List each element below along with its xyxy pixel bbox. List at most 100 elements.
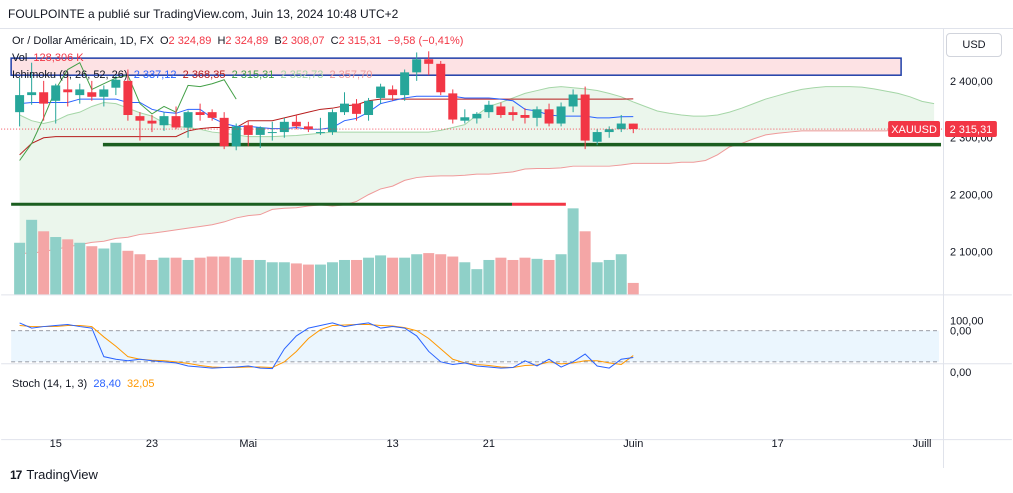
legend-stochastic[interactable]: Stoch (14, 1, 3) 28,40 32,05	[12, 378, 155, 390]
candle-body	[255, 127, 265, 135]
legend-senkou-b-value: 2 357,70	[329, 69, 373, 81]
candle-body	[460, 117, 470, 121]
volume-bar	[170, 257, 182, 295]
candle-body	[291, 121, 301, 127]
volume-bar	[302, 264, 314, 295]
candle-body	[75, 89, 85, 96]
legend-ichimoku[interactable]: Ichimoku (9, 26, 52, 26) 2 337,12 2 368,…	[12, 69, 372, 81]
candle-body	[195, 112, 205, 116]
candle-body	[231, 126, 241, 147]
volume-bar	[326, 262, 338, 295]
chart-area[interactable]: 2 400,002 300,002 200,002 100,000,00100,…	[0, 28, 1013, 468]
legend-senkou-a-value: 2 352,73	[280, 69, 324, 81]
candle-body	[207, 112, 217, 118]
candle-body	[63, 89, 73, 93]
volume-bar	[519, 257, 531, 295]
candle-body	[484, 104, 494, 113]
candle-body	[604, 129, 614, 133]
stoch-k-line	[19, 322, 634, 370]
candle-body	[171, 116, 181, 128]
legend-change: −9,58 (−0,41%)	[387, 35, 464, 47]
volume-bar	[218, 256, 230, 295]
legend-kijun-value: 2 368,35	[182, 69, 226, 81]
volume-bar	[447, 256, 459, 295]
price-axis-tick: 0,00	[950, 325, 971, 337]
volume-bar	[74, 242, 86, 295]
volume-bar	[194, 257, 206, 295]
candle-body	[616, 123, 626, 130]
candle-body	[496, 106, 506, 116]
candle-body	[364, 100, 374, 116]
legend-close-label: C	[330, 35, 339, 47]
legend-tenkan-value: 2 337,12	[133, 69, 177, 81]
volume-bar	[363, 257, 375, 295]
candle-body	[448, 93, 458, 120]
legend-stoch-k: 28,40	[93, 378, 121, 390]
legend-vol-label: Vol	[12, 52, 28, 64]
candle-body	[111, 79, 121, 88]
stoch-d-line	[19, 323, 634, 369]
volume-bar	[206, 256, 218, 295]
volume-bar	[278, 262, 290, 295]
volume-bar	[86, 246, 98, 295]
volume-bar	[14, 242, 26, 295]
candle-body	[219, 117, 229, 147]
legend-stoch-label: Stoch (14, 1, 3)	[12, 378, 88, 390]
price-tag-box	[945, 121, 997, 138]
tradingview-logo-icon: 17	[10, 467, 22, 482]
volume-bar	[435, 254, 447, 295]
volume-bar	[254, 259, 266, 295]
volume-bar	[579, 231, 591, 295]
time-axis-tick: 15	[50, 438, 62, 450]
volume-bar	[38, 231, 50, 295]
legend-chikou-value: 2 315,31	[231, 69, 275, 81]
volume-bar	[471, 269, 483, 295]
symbol-tag-box	[888, 121, 941, 138]
candle-body	[520, 115, 530, 118]
stoch-band	[11, 330, 940, 362]
volume-bar	[387, 257, 399, 295]
tradingview-brand: TradingView	[26, 467, 98, 482]
price-tag-label: 2 315,31	[950, 124, 993, 136]
volume-bar	[411, 254, 423, 295]
volume-bar	[290, 263, 302, 295]
candle-body	[556, 106, 566, 124]
volume-bar	[314, 264, 326, 295]
ichimoku-cloud	[19, 86, 935, 254]
candle-body	[352, 103, 362, 114]
volume-bar	[495, 257, 507, 295]
time-axis-tick: 17	[772, 438, 784, 450]
volume-bar	[134, 254, 146, 295]
candle-body	[99, 89, 109, 97]
candle-body	[592, 132, 602, 142]
volume-bar	[375, 255, 387, 295]
candle-body	[436, 63, 446, 93]
volume-bar	[158, 257, 170, 295]
legend-ohlc: Or / Dollar Américain, 1D, FX O2 324,89 …	[12, 35, 463, 47]
candle-body	[279, 121, 289, 133]
price-axis-tick: 2 400,00	[950, 76, 993, 88]
legend-volume[interactable]: Vol 128,306 K	[12, 52, 84, 64]
tenkan-sen-line	[19, 95, 634, 130]
candle-body	[15, 95, 25, 113]
tradingview-logo[interactable]: 17 TradingView	[10, 467, 98, 482]
volume-bar	[627, 282, 639, 295]
volume-bar	[507, 259, 519, 295]
last-price-tag: XAUUSD 2 315,31	[888, 121, 997, 138]
volume-bar	[110, 242, 122, 295]
volume-bar	[615, 254, 627, 295]
volume-bar	[26, 219, 38, 295]
legend-high: 2 324,89	[225, 35, 269, 47]
volume-bar	[483, 259, 495, 295]
candle-body	[183, 112, 193, 128]
candle-body	[39, 92, 49, 104]
currency-button[interactable]: USD	[946, 33, 1002, 57]
legend-close: 2 315,31	[338, 35, 382, 47]
legend-open-label: O	[159, 35, 169, 47]
time-axis-tick: Juill	[913, 438, 932, 450]
candle-body	[472, 113, 482, 119]
resistance-zone-box	[10, 57, 902, 76]
candle-body	[508, 112, 518, 116]
legend-symbol[interactable]: Or / Dollar Américain, 1D, FX	[12, 35, 154, 47]
candle-body	[388, 89, 398, 96]
